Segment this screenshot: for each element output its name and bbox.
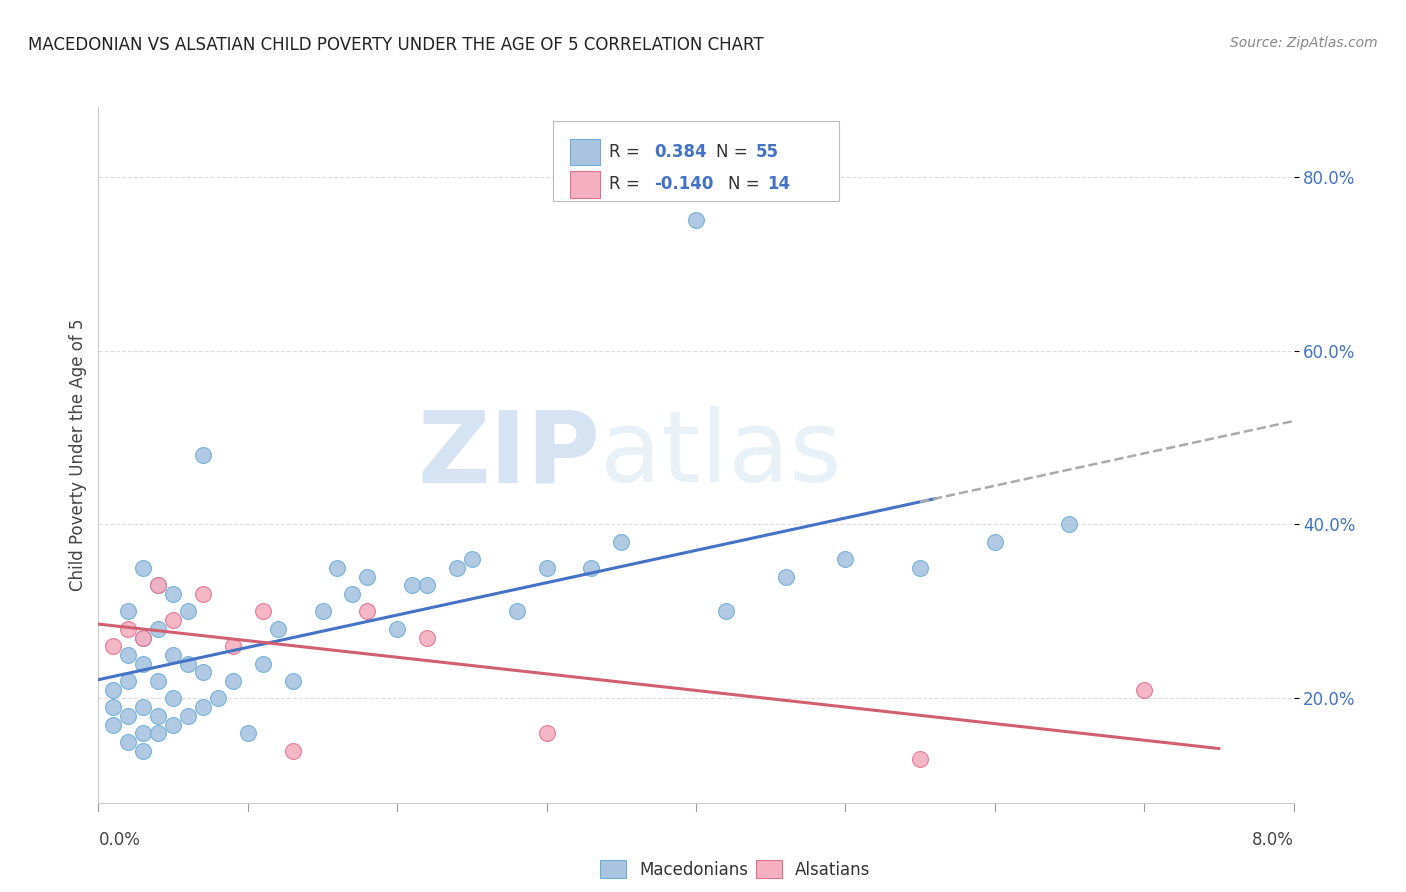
Point: [1133, 682, 1156, 697]
Point: [148, 726, 170, 740]
Point: [162, 613, 184, 627]
Point: [1059, 517, 1081, 532]
Point: [103, 639, 125, 653]
Text: R =: R =: [609, 144, 645, 161]
Point: [267, 622, 290, 636]
Point: [222, 639, 245, 653]
Point: [581, 561, 603, 575]
Point: [236, 726, 259, 740]
Text: 8.0%: 8.0%: [1251, 830, 1294, 848]
Point: [132, 744, 155, 758]
Point: [132, 726, 155, 740]
Text: ZIP: ZIP: [418, 407, 600, 503]
Point: [132, 631, 155, 645]
Point: [252, 605, 274, 619]
Point: [446, 561, 468, 575]
Point: [177, 605, 200, 619]
Point: [342, 587, 364, 601]
Point: [191, 665, 214, 680]
Point: [103, 700, 125, 714]
Point: [461, 552, 484, 566]
Point: [177, 657, 200, 671]
Point: [148, 578, 170, 592]
Point: [162, 587, 184, 601]
Point: [506, 605, 529, 619]
Point: [714, 605, 737, 619]
Text: Alsatians: Alsatians: [794, 861, 870, 879]
Point: [311, 605, 333, 619]
Point: [132, 700, 155, 714]
Point: [191, 587, 214, 601]
Point: [281, 744, 304, 758]
Point: [222, 674, 245, 689]
Text: Macedonians: Macedonians: [640, 861, 749, 879]
Point: [132, 561, 155, 575]
Point: [252, 657, 274, 671]
Text: 0.0%: 0.0%: [98, 830, 141, 848]
Point: [103, 717, 125, 731]
Text: -0.140: -0.140: [654, 176, 713, 194]
Point: [610, 534, 633, 549]
Bar: [571, 139, 600, 165]
Text: 0.384: 0.384: [654, 144, 707, 161]
Point: [148, 674, 170, 689]
Point: [148, 708, 170, 723]
Point: [148, 622, 170, 636]
Point: [162, 691, 184, 706]
Point: [356, 605, 378, 619]
Point: [908, 752, 931, 766]
Text: 55: 55: [756, 144, 779, 161]
Point: [117, 605, 139, 619]
Point: [401, 578, 423, 592]
Point: [207, 691, 229, 706]
Point: [132, 657, 155, 671]
FancyBboxPatch shape: [553, 121, 839, 201]
Point: [117, 735, 139, 749]
Point: [775, 569, 797, 583]
Point: [834, 552, 856, 566]
Text: R =: R =: [609, 176, 645, 194]
Point: [103, 682, 125, 697]
Point: [416, 631, 439, 645]
Point: [685, 213, 707, 227]
Point: [117, 622, 139, 636]
Y-axis label: Child Poverty Under the Age of 5: Child Poverty Under the Age of 5: [69, 318, 87, 591]
Point: [536, 561, 558, 575]
Point: [191, 700, 214, 714]
Point: [281, 674, 304, 689]
Point: [326, 561, 349, 575]
Point: [536, 726, 558, 740]
Point: [117, 648, 139, 662]
Text: 14: 14: [768, 176, 790, 194]
Text: MACEDONIAN VS ALSATIAN CHILD POVERTY UNDER THE AGE OF 5 CORRELATION CHART: MACEDONIAN VS ALSATIAN CHILD POVERTY UND…: [28, 36, 763, 54]
Point: [117, 674, 139, 689]
Text: N =: N =: [716, 144, 754, 161]
Point: [177, 708, 200, 723]
Bar: [756, 860, 782, 878]
Point: [162, 717, 184, 731]
Point: [162, 648, 184, 662]
Point: [132, 631, 155, 645]
Point: [117, 708, 139, 723]
Point: [385, 622, 409, 636]
Point: [356, 569, 378, 583]
Text: N =: N =: [728, 176, 765, 194]
Point: [416, 578, 439, 592]
Text: atlas: atlas: [600, 407, 842, 503]
Point: [984, 534, 1007, 549]
Point: [908, 561, 931, 575]
Bar: [571, 171, 600, 197]
Point: [191, 448, 214, 462]
Text: Source: ZipAtlas.com: Source: ZipAtlas.com: [1230, 36, 1378, 50]
Bar: [600, 860, 626, 878]
Point: [148, 578, 170, 592]
